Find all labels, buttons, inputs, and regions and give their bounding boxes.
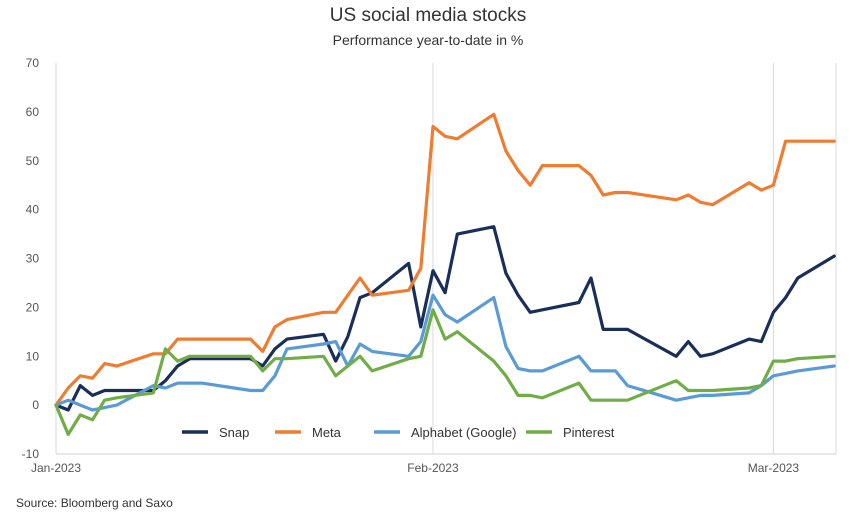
series-line-pinterest	[54, 308, 836, 436]
gridlines	[55, 63, 774, 454]
series-line-meta	[54, 112, 836, 407]
y-tick-label: -10	[22, 447, 40, 461]
y-tick-label: 60	[26, 105, 40, 119]
y-tick-label: 70	[26, 56, 40, 70]
legend: Snap Meta Alphabet (Google) Pinterest	[182, 425, 615, 440]
series-lines	[54, 112, 836, 436]
x-tick-label: Jan-2023	[31, 461, 81, 475]
y-tick-label: 20	[26, 300, 40, 314]
series-line-snap	[54, 225, 836, 412]
chart-title: US social media stocks	[329, 5, 527, 26]
series-line-alphabet-google	[54, 293, 836, 412]
legend-label: Meta	[312, 425, 342, 440]
x-tick-label: Feb-2023	[407, 461, 459, 475]
legend-label: Pinterest	[563, 425, 615, 440]
y-tick-label: 40	[26, 203, 40, 217]
x-tick-label: Mar-2023	[748, 461, 800, 475]
legend-label: Snap	[219, 425, 249, 440]
y-tick-label: 10	[26, 349, 40, 363]
source-note: Source: Bloomberg and Saxo	[16, 496, 173, 510]
y-tick-label: 0	[32, 398, 39, 412]
axes: -10 0 10 20 30 40 50 60 70 Jan-2023 Feb-2023 Mar-20…	[22, 56, 837, 475]
y-tick-label: 30	[26, 252, 40, 266]
legend-label: Alphabet (Google)	[411, 425, 517, 440]
chart-subtitle: Performance year-to-date in %	[332, 32, 524, 48]
y-tick-label: 50	[26, 154, 40, 168]
